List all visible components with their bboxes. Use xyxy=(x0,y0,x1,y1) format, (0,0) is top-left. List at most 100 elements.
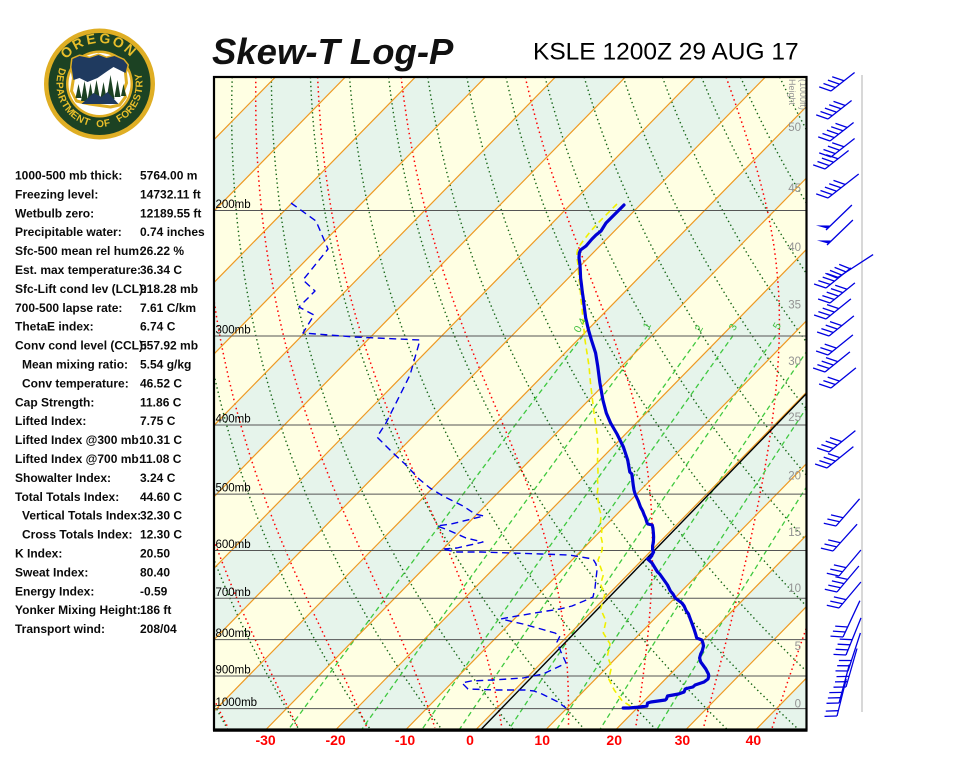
svg-text:Lifted Index @700 mb:: Lifted Index @700 mb: xyxy=(15,452,143,466)
svg-text:7.75 C: 7.75 C xyxy=(140,414,176,428)
svg-text:6.74 C: 6.74 C xyxy=(140,320,176,334)
svg-text:46.52 C: 46.52 C xyxy=(140,376,182,390)
svg-text:KSLE 1200Z 29 AUG 17: KSLE 1200Z 29 AUG 17 xyxy=(533,39,799,66)
svg-text:700-500 lapse rate:: 700-500 lapse rate: xyxy=(15,301,122,315)
svg-text:30: 30 xyxy=(675,732,691,748)
svg-text:Vertical Totals Index:: Vertical Totals Index: xyxy=(22,509,141,523)
svg-text:600mb: 600mb xyxy=(216,539,251,551)
svg-text:5764.00 m: 5764.00 m xyxy=(140,169,197,183)
svg-text:Y: Y xyxy=(133,72,145,81)
svg-text:Est. max temperature:: Est. max temperature: xyxy=(15,263,141,277)
svg-text:10: 10 xyxy=(534,732,550,748)
svg-text:S: S xyxy=(131,92,144,102)
svg-text:N: N xyxy=(74,113,86,126)
svg-text:Wetbulb zero:: Wetbulb zero: xyxy=(15,206,94,220)
svg-text:O: O xyxy=(96,119,104,130)
svg-text:F: F xyxy=(103,118,111,130)
svg-text:R: R xyxy=(134,80,145,88)
svg-text:400mb: 400mb xyxy=(216,414,251,426)
svg-text:12189.55 ft: 12189.55 ft xyxy=(140,206,201,220)
svg-text:Sweat Index:: Sweat Index: xyxy=(15,565,88,579)
svg-text:3.24 C: 3.24 C xyxy=(140,471,176,485)
svg-text:44.60 C: 44.60 C xyxy=(140,490,182,504)
svg-text:E: E xyxy=(85,30,97,47)
svg-text:20: 20 xyxy=(788,471,801,483)
svg-text:F: F xyxy=(115,113,126,126)
svg-text:Cap Strength:: Cap Strength: xyxy=(15,395,94,409)
svg-text:5: 5 xyxy=(795,641,801,653)
svg-text:918.28 mb: 918.28 mb xyxy=(140,282,198,296)
svg-text:40: 40 xyxy=(788,242,801,254)
svg-text:700mb: 700mb xyxy=(216,587,251,599)
svg-text:T: T xyxy=(59,100,72,111)
svg-text:ThetaE index:: ThetaE index: xyxy=(15,320,94,334)
svg-text:26.22 %: 26.22 % xyxy=(140,244,184,258)
svg-text:11.08 C: 11.08 C xyxy=(140,452,182,466)
svg-text:Sfc-Lift cond lev (LCL):: Sfc-Lift cond lev (LCL): xyxy=(15,282,147,296)
svg-text:30: 30 xyxy=(788,356,801,368)
svg-text:0: 0 xyxy=(466,732,474,748)
svg-text:Showalter Index:: Showalter Index: xyxy=(15,471,111,485)
svg-text:-10: -10 xyxy=(395,732,415,748)
svg-text:K Index:: K Index: xyxy=(15,547,62,561)
svg-text:32.30 C: 32.30 C xyxy=(140,509,182,523)
svg-text:Conv cond level (CCL):: Conv cond level (CCL): xyxy=(15,339,147,353)
svg-text:50: 50 xyxy=(788,122,801,134)
svg-text:0.74 inches: 0.74 inches xyxy=(140,225,205,239)
svg-text:45: 45 xyxy=(788,183,801,195)
svg-text:14732.11 ft: 14732.11 ft xyxy=(140,187,201,201)
svg-text:Transport wind:: Transport wind: xyxy=(15,622,105,636)
svg-text:0: 0 xyxy=(795,699,801,711)
svg-text:40: 40 xyxy=(746,732,762,748)
svg-text:557.92 mb: 557.92 mb xyxy=(140,339,198,353)
svg-text:186 ft: 186 ft xyxy=(140,603,171,617)
svg-text:Conv temperature:: Conv temperature: xyxy=(22,376,129,390)
svg-text:Skew-T Log-P: Skew-T Log-P xyxy=(212,31,454,72)
svg-text:208/04: 208/04 xyxy=(140,622,177,636)
svg-text:900mb: 900mb xyxy=(216,665,251,677)
svg-text:500mb: 500mb xyxy=(216,483,251,495)
svg-text:10.31 C: 10.31 C xyxy=(140,433,182,447)
svg-text:Cross Totals Index:: Cross Totals Index: xyxy=(22,528,132,542)
svg-text:-0.59: -0.59 xyxy=(140,584,168,598)
svg-text:Total Totals Index:: Total Totals Index: xyxy=(15,490,119,504)
svg-text:35: 35 xyxy=(788,300,801,312)
svg-text:Lifted Index @300 mb:: Lifted Index @300 mb: xyxy=(15,433,143,447)
svg-text:T: T xyxy=(133,87,145,95)
svg-text:Lifted Index:: Lifted Index: xyxy=(15,414,86,428)
svg-text:7.61 C/km: 7.61 C/km xyxy=(140,301,196,315)
svg-text:5.54 g/kg: 5.54 g/kg xyxy=(140,358,191,372)
svg-text:R: R xyxy=(55,93,68,104)
svg-text:15: 15 xyxy=(788,527,801,539)
svg-text:G: G xyxy=(99,30,112,47)
svg-text:E: E xyxy=(53,74,65,82)
svg-text:Yonker Mixing Height:: Yonker Mixing Height: xyxy=(15,603,141,617)
svg-text:800mb: 800mb xyxy=(216,628,251,640)
svg-text:20.50: 20.50 xyxy=(140,547,170,561)
svg-text:25: 25 xyxy=(788,412,801,424)
svg-text:1: 1 xyxy=(641,320,654,331)
svg-text:D: D xyxy=(55,66,68,76)
svg-text:Mean mixing ratio:: Mean mixing ratio: xyxy=(22,358,128,372)
svg-text:5: 5 xyxy=(771,320,784,331)
svg-text:Precipitable water:: Precipitable water: xyxy=(15,225,122,239)
svg-text:1000-500 mb thick:: 1000-500 mb thick: xyxy=(15,169,122,183)
svg-text:3: 3 xyxy=(727,322,740,333)
svg-text:A: A xyxy=(54,88,66,97)
svg-text:P: P xyxy=(53,82,64,89)
svg-text:12.30 C: 12.30 C xyxy=(140,528,182,542)
svg-text:Sfc-500 mean rel hum:: Sfc-500 mean rel hum: xyxy=(15,244,143,258)
svg-text:200mb: 200mb xyxy=(216,199,251,211)
svg-text:300mb: 300mb xyxy=(216,325,251,337)
svg-text:(1000ft): (1000ft) xyxy=(798,79,808,110)
svg-text:10: 10 xyxy=(788,583,801,595)
svg-text:-30: -30 xyxy=(255,732,275,748)
svg-text:11.86 C: 11.86 C xyxy=(140,395,182,409)
svg-text:T: T xyxy=(82,116,91,128)
svg-text:1000mb: 1000mb xyxy=(216,697,258,709)
svg-text:Energy Index:: Energy Index: xyxy=(15,584,94,598)
svg-text:20: 20 xyxy=(606,732,622,748)
svg-text:Height: Height xyxy=(787,79,797,106)
svg-text:36.34 C: 36.34 C xyxy=(140,263,182,277)
svg-text:-20: -20 xyxy=(325,732,345,748)
